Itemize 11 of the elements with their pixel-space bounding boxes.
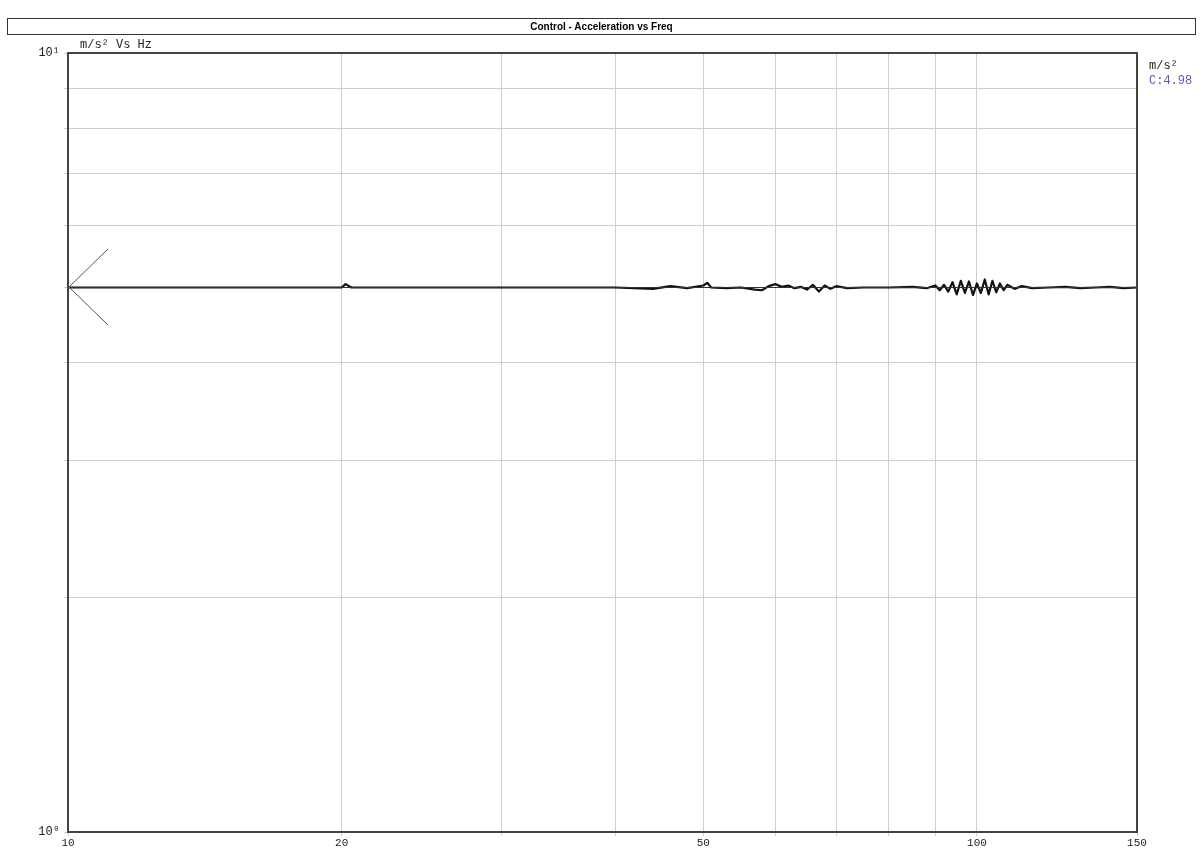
x-tick-label: 20 bbox=[335, 836, 349, 849]
x-tick-label: 100 bbox=[967, 836, 987, 849]
text: m/s² bbox=[1149, 59, 1178, 73]
chart-title: Control - Acceleration vs Freq bbox=[7, 18, 1196, 35]
x-tick-label: 10 bbox=[61, 836, 75, 849]
text: C:4.98 bbox=[1149, 74, 1193, 88]
x-tick-label: 50 bbox=[696, 836, 710, 849]
y-axis-title: m/s² Vs Hz bbox=[80, 38, 153, 52]
x-tick-label: 150 bbox=[1127, 836, 1147, 849]
y-tick-label: 10¹ bbox=[38, 46, 60, 61]
y-tick-label: 10⁰ bbox=[38, 825, 60, 840]
